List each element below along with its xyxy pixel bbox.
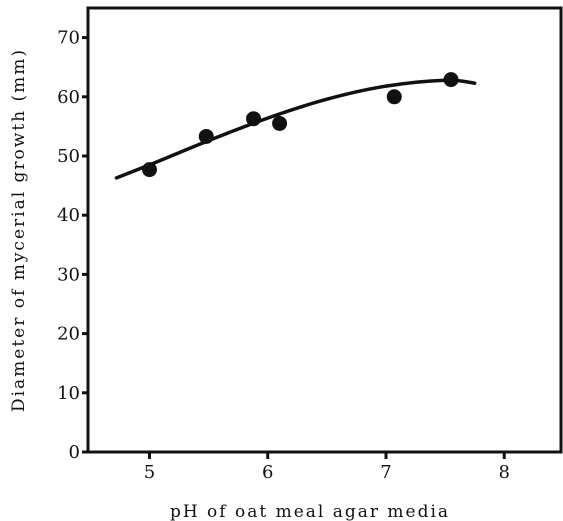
fitted-curve-line bbox=[114, 78, 477, 180]
data-point bbox=[386, 89, 402, 105]
x-tick-label: 8 bbox=[499, 462, 510, 483]
y-axis-title: Diameter of mycerial growth (mm) bbox=[9, 48, 29, 412]
y-tick-label: 0 bbox=[69, 442, 80, 463]
y-tick-label: 10 bbox=[57, 383, 80, 404]
y-tick-label: 20 bbox=[57, 324, 80, 345]
x-axis-title: pH of oat meal agar media bbox=[170, 502, 450, 521]
x-tick-label: 6 bbox=[262, 462, 273, 483]
y-tick-label: 60 bbox=[57, 87, 80, 108]
y-tick-label: 30 bbox=[57, 264, 80, 285]
chart-marks: 0 10 20 30 40 50 60 70 5 6 7 8 bbox=[57, 28, 510, 483]
plot-frame bbox=[86, 6, 563, 454]
x-tick-label: 7 bbox=[380, 462, 391, 483]
x-tick-label: 5 bbox=[144, 462, 155, 483]
y-tick-label: 40 bbox=[57, 205, 80, 226]
y-tick-label: 70 bbox=[57, 28, 80, 49]
data-point bbox=[272, 115, 288, 131]
y-tick-label: 50 bbox=[57, 146, 80, 167]
